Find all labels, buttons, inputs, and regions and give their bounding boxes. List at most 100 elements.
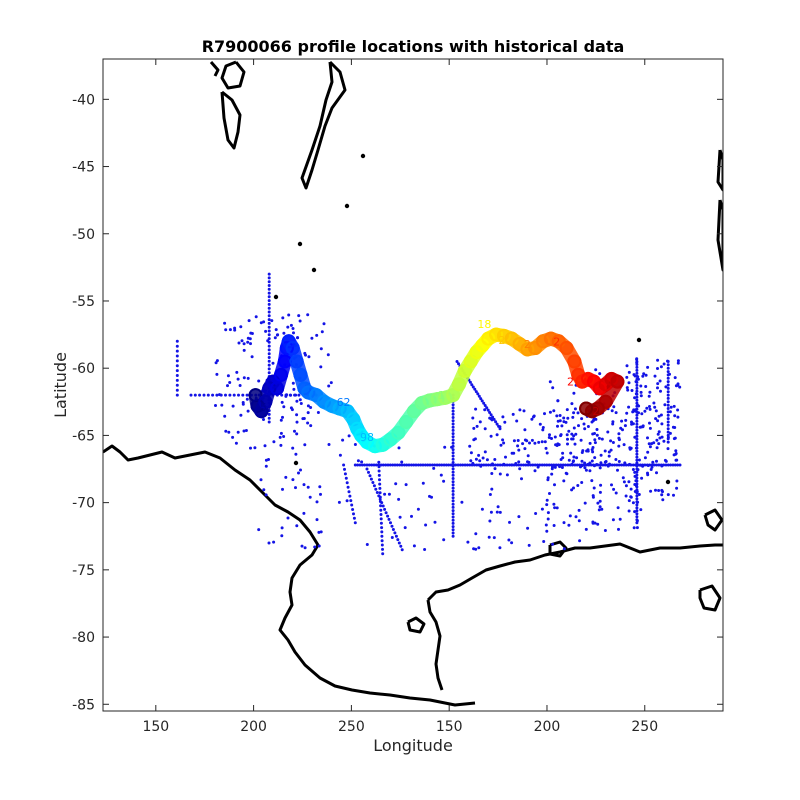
historical-point bbox=[603, 449, 607, 453]
y-tick-label: -55 bbox=[72, 294, 95, 310]
historical-point bbox=[297, 471, 300, 475]
coastline bbox=[716, 199, 723, 272]
historical-point bbox=[598, 505, 602, 509]
float-profile-marker bbox=[489, 327, 504, 342]
historical-point bbox=[264, 464, 268, 468]
historical-point bbox=[654, 409, 658, 413]
historical-point bbox=[416, 463, 420, 467]
historical-point bbox=[257, 528, 261, 532]
historical-point bbox=[617, 432, 621, 436]
historical-point bbox=[666, 386, 670, 390]
historical-point bbox=[553, 435, 557, 439]
historical-point bbox=[663, 403, 667, 407]
historical-point bbox=[660, 464, 664, 468]
historical-point bbox=[381, 504, 385, 508]
historical-point bbox=[439, 473, 443, 477]
historical-point bbox=[407, 463, 411, 467]
historical-point bbox=[666, 413, 670, 417]
historical-point bbox=[614, 491, 618, 495]
historical-point bbox=[368, 474, 372, 478]
float-profile-marker bbox=[496, 328, 511, 343]
historical-point bbox=[649, 468, 653, 471]
historical-point bbox=[543, 463, 546, 467]
historical-point bbox=[241, 401, 245, 404]
historical-point bbox=[664, 385, 668, 389]
y-tick-label: -45 bbox=[72, 160, 95, 176]
historical-point bbox=[474, 390, 478, 394]
coast-island bbox=[360, 153, 366, 159]
historical-point bbox=[518, 467, 522, 471]
historical-point bbox=[577, 424, 580, 428]
y-axis-label: Latitude bbox=[51, 352, 70, 418]
float-profile-marker bbox=[610, 374, 625, 389]
historical-point bbox=[352, 512, 355, 516]
historical-point bbox=[567, 523, 571, 527]
historical-point bbox=[542, 540, 546, 543]
historical-point bbox=[576, 484, 580, 487]
historical-point bbox=[282, 435, 286, 438]
float-profile-marker bbox=[567, 354, 582, 369]
historical-point bbox=[672, 437, 676, 441]
historical-point bbox=[545, 498, 549, 502]
historical-point bbox=[625, 364, 629, 368]
historical-point bbox=[577, 508, 581, 512]
historical-point bbox=[267, 325, 271, 329]
historical-point bbox=[291, 381, 295, 385]
historical-point bbox=[378, 486, 382, 490]
coastline bbox=[220, 90, 242, 150]
historical-point bbox=[607, 450, 611, 454]
historical-point bbox=[259, 478, 263, 482]
historical-point bbox=[646, 450, 650, 454]
historical-point bbox=[643, 463, 647, 467]
historical-point bbox=[645, 406, 649, 410]
historical-point bbox=[606, 464, 610, 468]
historical-point bbox=[574, 432, 578, 436]
historical-point bbox=[663, 458, 667, 462]
historical-point bbox=[666, 366, 670, 370]
historical-point bbox=[635, 395, 639, 399]
float-profile-marker bbox=[406, 404, 421, 419]
historical-point bbox=[580, 459, 584, 463]
historical-point bbox=[660, 493, 664, 497]
historical-point bbox=[279, 443, 283, 447]
historical-point bbox=[416, 507, 420, 511]
historical-point bbox=[472, 426, 476, 430]
historical-point bbox=[477, 453, 481, 457]
historical-point bbox=[215, 359, 219, 363]
historical-point bbox=[443, 445, 447, 449]
historical-point bbox=[451, 409, 455, 413]
historical-point bbox=[250, 355, 254, 359]
historical-point bbox=[215, 393, 219, 397]
historical-point bbox=[378, 478, 381, 482]
historical-point bbox=[591, 521, 595, 525]
historical-point bbox=[457, 362, 460, 366]
historical-point bbox=[666, 420, 670, 424]
historical-point bbox=[292, 387, 296, 391]
historical-point bbox=[621, 428, 624, 432]
historical-point bbox=[247, 319, 251, 323]
historical-point bbox=[666, 390, 670, 394]
historical-point bbox=[226, 374, 230, 378]
historical-point bbox=[266, 339, 270, 343]
historical-point bbox=[403, 526, 407, 530]
historical-point bbox=[405, 463, 409, 467]
historical-point bbox=[379, 521, 383, 525]
historical-point bbox=[584, 468, 588, 472]
historical-point bbox=[231, 435, 235, 439]
historical-point bbox=[374, 487, 378, 491]
historical-point bbox=[517, 515, 521, 519]
historical-point bbox=[390, 536, 394, 539]
coast-island bbox=[311, 267, 317, 273]
historical-point bbox=[389, 521, 392, 525]
historical-point bbox=[666, 400, 670, 404]
historical-point bbox=[262, 418, 265, 421]
historical-point bbox=[545, 503, 549, 507]
historical-point bbox=[294, 393, 298, 397]
historical-point bbox=[652, 401, 656, 405]
historical-point bbox=[559, 433, 563, 437]
x-tick-label: 250 bbox=[338, 719, 365, 735]
profile-number-label: 62 bbox=[337, 396, 351, 409]
historical-point bbox=[548, 380, 552, 384]
historical-point bbox=[676, 408, 680, 412]
